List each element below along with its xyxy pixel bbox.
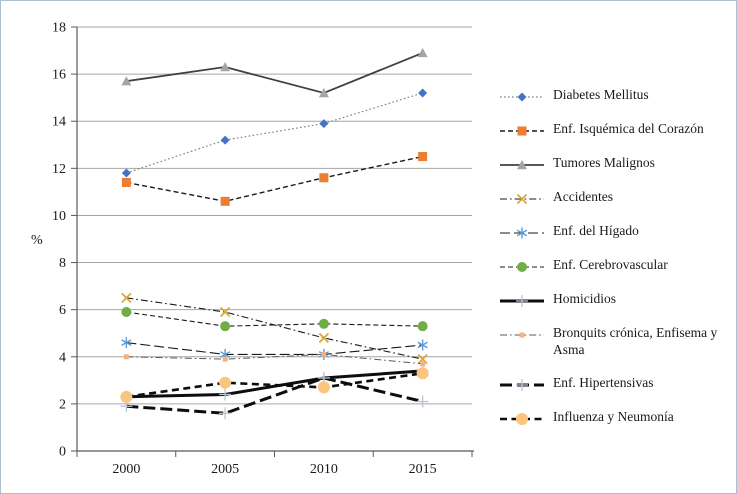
y-axis-title: % [31,233,43,248]
legend-item-accidentes: Accidentes [498,189,736,207]
y-tick-label: 16 [52,68,66,83]
series-line [126,369,423,399]
legend-key-enf-del-hi-gado [500,227,544,239]
series-diabetes-mellitus [121,88,428,178]
legend-label: Bronquits crónica, Enfisema y Asma [553,325,718,357]
legend-key-homicidios [500,295,544,307]
legend-key-tumores-malignos [500,160,544,170]
legend-label: Influenza y Neumonía [553,408,674,424]
legend-item-enf-del-hi-gado: Enf. del Hígado [498,223,736,241]
legend-label: Enf. Cerebrovascular [553,257,668,272]
legend-item-homicidios: Homicidios [498,291,736,309]
legend-item-tumores-malignos: Tumores Malignos [498,155,736,173]
x-tick-label: 2000 [112,462,140,477]
y-tick-label: 14 [52,115,66,130]
series-line [126,371,423,399]
series-line [126,92,423,174]
series-line [126,52,423,94]
y-tick-label: 0 [59,445,66,460]
series-influenza-y-neumoni-a [120,367,429,403]
legend-key-enf-isque-mica-del-corazo-n [500,126,544,136]
legend-item-influenza-y-neumoni-a: Influenza y Neumonía [498,409,736,427]
legend-label: Enf. Isquémica del Corazón [553,121,704,136]
legend-key-influenza-y-neumoni-a [500,412,544,425]
x-tick-label: 2015 [409,462,437,477]
y-tick-label: 8 [59,256,66,271]
legend-key-enf-cerebrovascular [500,262,544,272]
x-tick-label: 2010 [310,462,338,477]
legend-label: Enf. del Hígado [553,223,639,238]
series-bronquits-cro-nica-enfisema-y-asma [123,351,426,367]
y-tick-label: 10 [52,209,66,224]
legend-label: Diabetes Mellitus [553,87,649,102]
legend-key-diabetes-mellitus [500,92,544,102]
x-tick-label: 2005 [211,462,239,477]
chart-legend: Diabetes Mellitus Enf. Isquémica del Cora… [498,87,736,443]
y-tick-label: 2 [59,397,66,412]
series-accidentes [121,292,428,365]
y-tick-label: 18 [52,21,66,36]
legend-item-bronquits-cro-nica-enfisema-y-asma: Bronquits crónica, Enfisema y Asma [498,325,736,359]
y-tick-label: 12 [52,162,66,177]
series-line [126,311,423,327]
series-enf-cerebrovascular [121,307,428,332]
series-homicidios [120,364,429,403]
series-enf-isque-mica-del-corazo-n [121,152,428,206]
legend-key-bronquits-cro-nica-enfisema-y-asma [500,332,544,338]
y-tick-label: 4 [59,350,66,365]
series-line [126,342,423,355]
legend-label: Accidentes [553,189,613,204]
legend-label: Homicidios [553,291,616,306]
series-line [126,155,423,203]
legend-label: Tumores Malignos [553,155,655,170]
legend-label: Enf. Hipertensivas [553,374,654,390]
legend-item-enf-cerebrovascular: Enf. Cerebrovascular [498,257,736,275]
legend-item-enf-hipertensivas: Enf. Hipertensivas [498,375,736,393]
legend-item-enf-isque-mica-del-corazo-n: Enf. Isquémica del Corazón [498,121,736,139]
legend-key-enf-hipertensivas [500,378,544,391]
y-tick-label: 6 [59,303,66,318]
legend-key-accidentes [500,193,544,205]
legend-item-diabetes-mellitus: Diabetes Mellitus [498,87,736,105]
series-line [126,353,423,365]
series-line [126,297,423,360]
series-tumores-malignos [121,47,428,98]
